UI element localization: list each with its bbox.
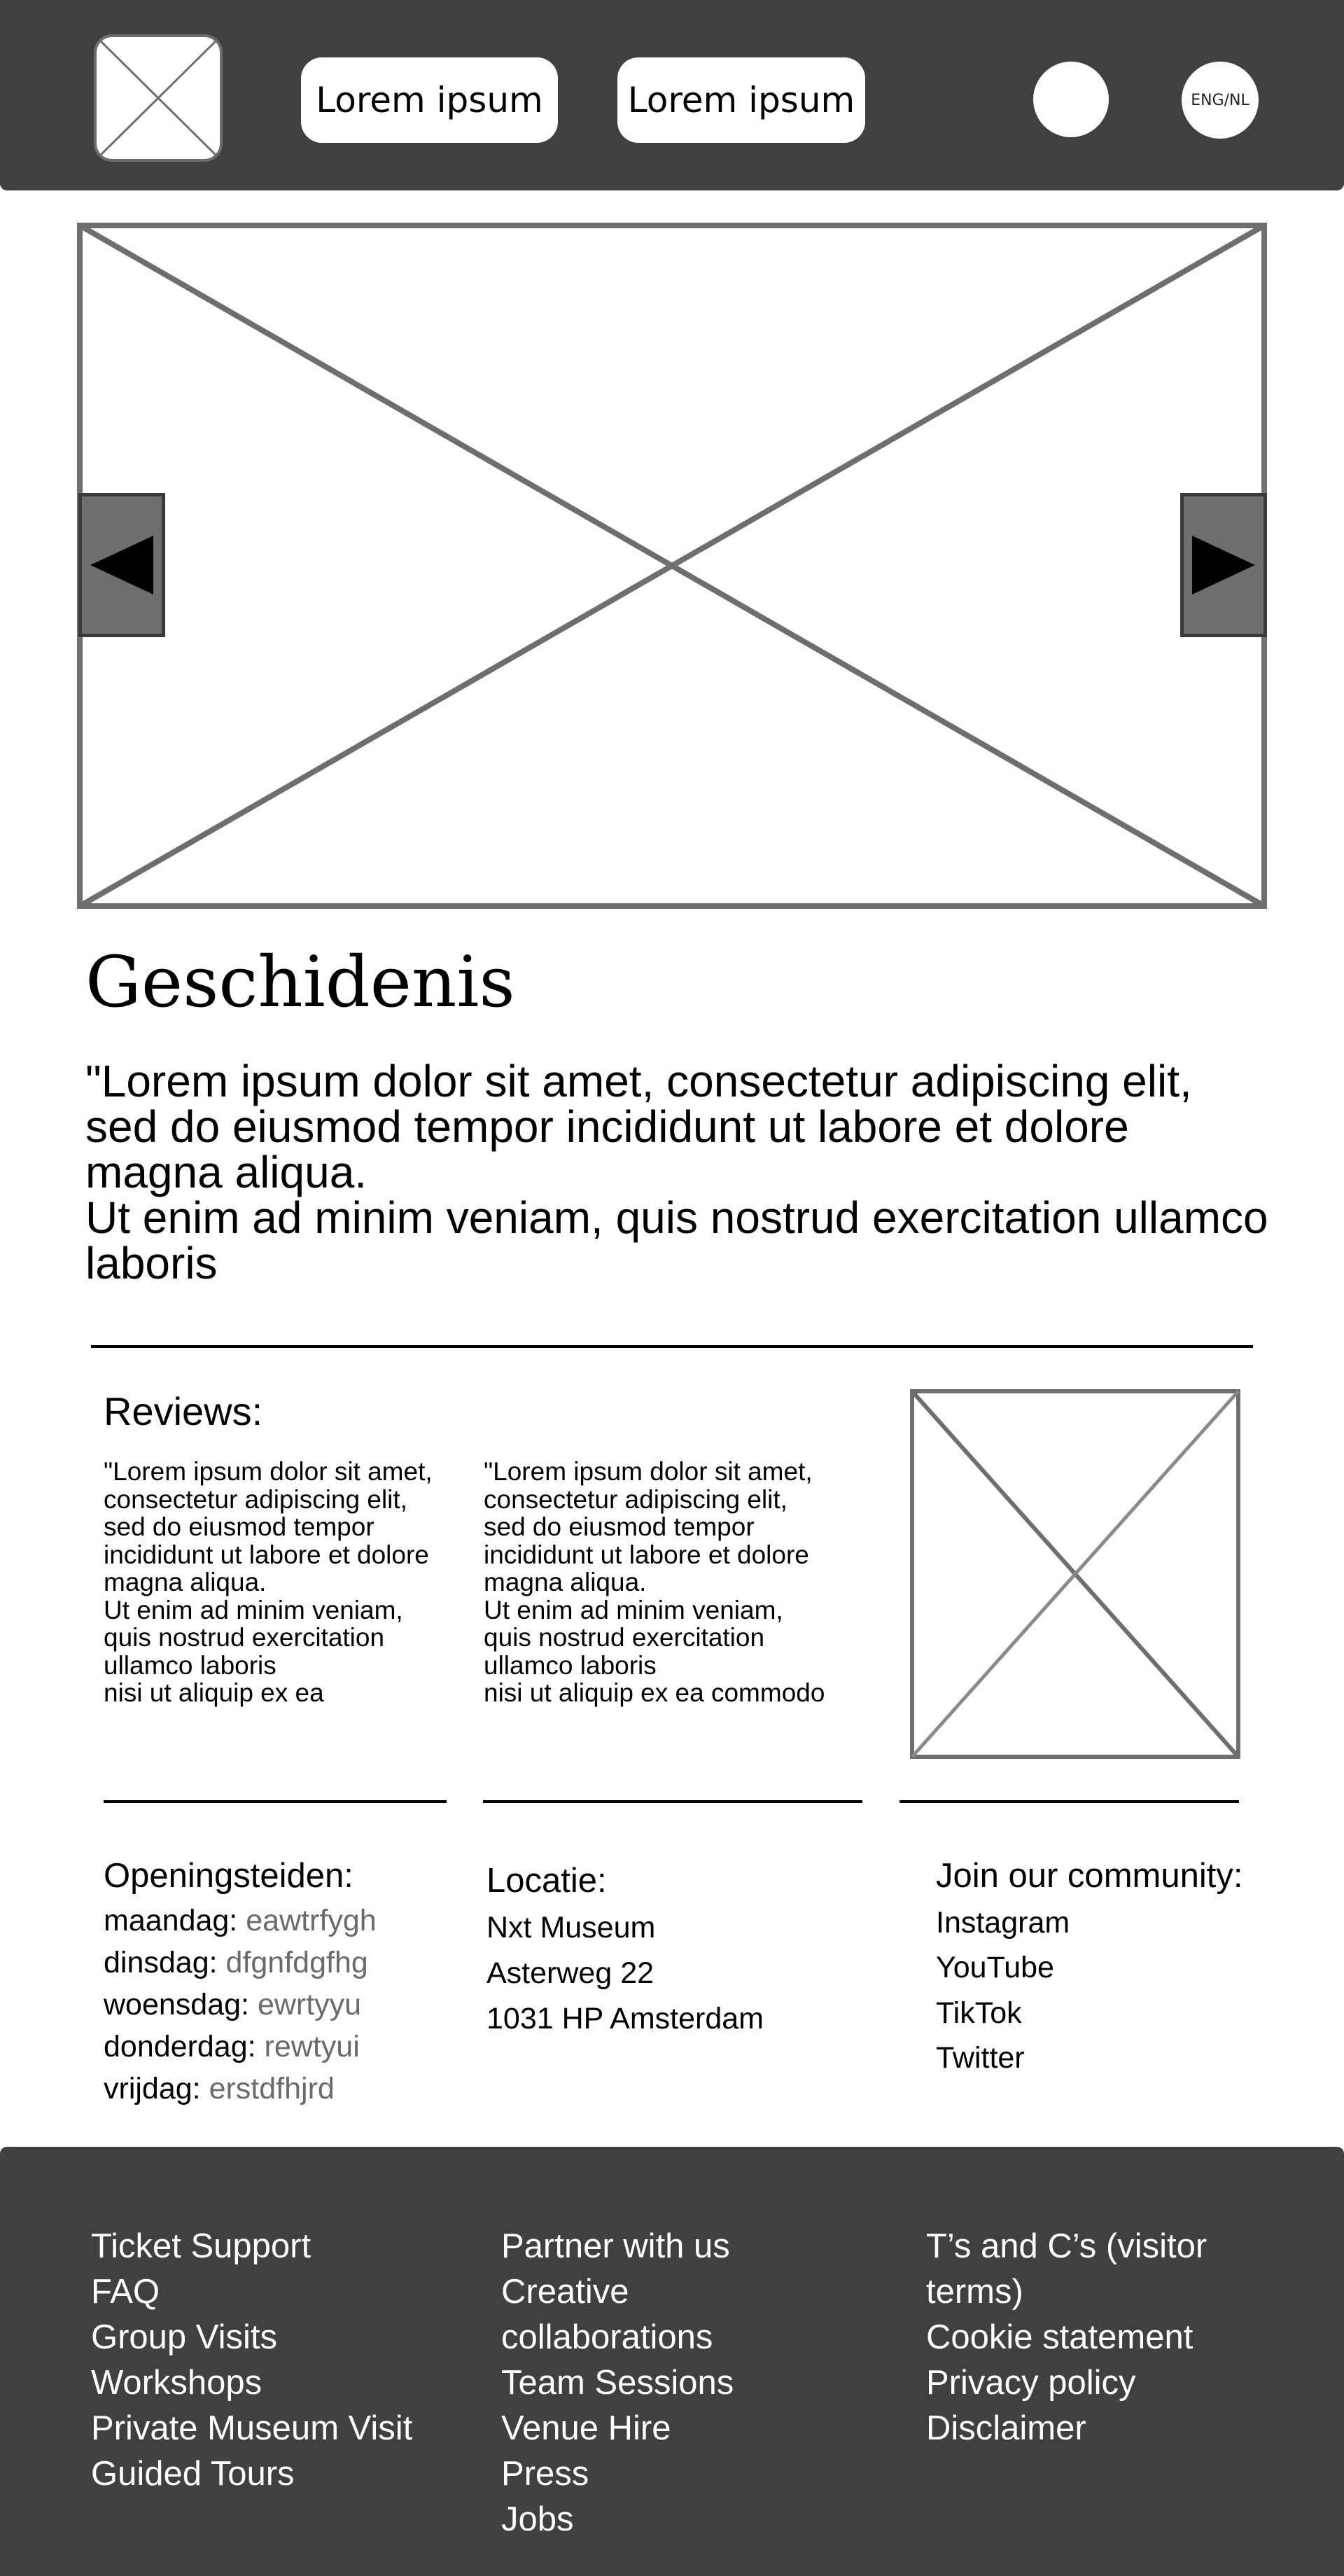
footer-link-faq[interactable]: FAQ (91, 2273, 160, 2311)
footer-column-1: Ticket Support FAQ Group Visits Workshop… (91, 2224, 412, 2497)
footer-link-cookie-statement[interactable]: Cookie statement (926, 2318, 1194, 2356)
opening-hours-row: woensdag: ewrtyyu (104, 1988, 361, 2022)
hours-value: erstdfhjrd (209, 2072, 335, 2105)
footer-column-2: Partner with us Creative collaborations … (501, 2224, 734, 2542)
footer-link-terms[interactable]: T’s and C’s (visitor (926, 2227, 1208, 2265)
carousel-prev-button[interactable] (78, 493, 165, 637)
footer-link-group-visits[interactable]: Group Visits (91, 2318, 277, 2356)
opening-hours-row: dinsdag: dfgnfdgfhg (104, 1946, 368, 1980)
carousel-next-button[interactable] (1180, 493, 1267, 637)
day-label: woensdag: (104, 1988, 249, 2021)
footer-link-privacy-policy[interactable]: Privacy policy (926, 2364, 1136, 2402)
column-divider (104, 1800, 447, 1803)
site-footer (0, 2147, 1344, 2576)
triangle-left-icon (90, 536, 153, 594)
address-line: Nxt Museum (486, 1911, 656, 1944)
column-divider (899, 1800, 1239, 1803)
hero-image (77, 223, 1267, 909)
language-toggle[interactable]: ENG/NL (1182, 62, 1259, 139)
image-placeholder-icon (97, 37, 220, 159)
section-divider (91, 1345, 1253, 1348)
day-label: vrijdag: (104, 2072, 201, 2105)
twitter-link[interactable]: Twitter (936, 2041, 1025, 2075)
footer-link-disclaimer[interactable]: Disclaimer (926, 2409, 1086, 2447)
image-placeholder-icon (77, 223, 1267, 909)
footer-link-ticket-support[interactable]: Ticket Support (91, 2227, 312, 2265)
hours-value: eawtrfygh (246, 1904, 377, 1937)
opening-hours-title: Openingsteiden: (104, 1857, 354, 1895)
youtube-link[interactable]: YouTube (936, 1951, 1054, 1984)
footer-link-terms[interactable]: terms) (926, 2273, 1023, 2311)
column-divider (483, 1800, 862, 1803)
footer-link-jobs[interactable]: Jobs (501, 2500, 574, 2538)
hours-value: ewrtyyu (257, 1988, 362, 2021)
footer-link-venue-hire[interactable]: Venue Hire (501, 2409, 671, 2447)
triangle-right-icon (1192, 536, 1255, 594)
day-label: donderdag: (104, 2030, 256, 2063)
footer-link-creative-collaborations[interactable]: collaborations (501, 2318, 713, 2356)
reviews-title: Reviews: (104, 1389, 263, 1433)
footer-column-3: T’s and C’s (visitor terms) Cookie state… (926, 2224, 1207, 2451)
day-label: dinsdag: (104, 1946, 218, 1979)
day-label: maandag: (104, 1904, 238, 1937)
opening-hours-row: vrijdag: erstdfhjrd (104, 2072, 335, 2106)
logo[interactable] (94, 34, 223, 162)
instagram-link[interactable]: Instagram (936, 1906, 1070, 1940)
opening-hours-row: donderdag: rewtyui (104, 2030, 360, 2064)
community-title: Join our community: (936, 1857, 1243, 1895)
nav-button-1[interactable]: Lorem ipsum (301, 57, 558, 143)
history-text: "Lorem ipsum dolor sit amet, consectetur… (85, 1056, 1268, 1288)
history-title: Geschidenis (85, 941, 515, 1023)
profile-button[interactable] (1033, 62, 1109, 137)
footer-link-partner[interactable]: Partner with us (501, 2227, 730, 2265)
location-title: Locatie: (486, 1862, 607, 1900)
image-placeholder-icon (910, 1389, 1240, 1759)
review-image (910, 1389, 1240, 1759)
footer-link-creative-collaborations[interactable]: Creative (501, 2273, 629, 2311)
tiktok-link[interactable]: TikTok (936, 1996, 1022, 2030)
opening-hours-row: maandag: eawtrfygh (104, 1904, 377, 1938)
address-line: 1031 HP Amsterdam (486, 2002, 764, 2035)
review-text: "Lorem ipsum dolor sit amet, consectetur… (484, 1457, 825, 1707)
footer-link-press[interactable]: Press (501, 2455, 589, 2493)
hours-value: rewtyui (264, 2030, 360, 2063)
footer-link-guided-tours[interactable]: Guided Tours (91, 2455, 295, 2493)
review-text: "Lorem ipsum dolor sit amet, consectetur… (104, 1457, 433, 1707)
address-line: Asterweg 22 (486, 1956, 654, 1990)
nav-button-2[interactable]: Lorem ipsum (617, 57, 865, 143)
footer-link-workshops[interactable]: Workshops (91, 2364, 262, 2402)
footer-link-team-sessions[interactable]: Team Sessions (501, 2364, 734, 2402)
hours-value: dfgnfdgfhg (225, 1946, 368, 1979)
footer-link-private-museum-visit[interactable]: Private Museum Visit (91, 2409, 413, 2447)
